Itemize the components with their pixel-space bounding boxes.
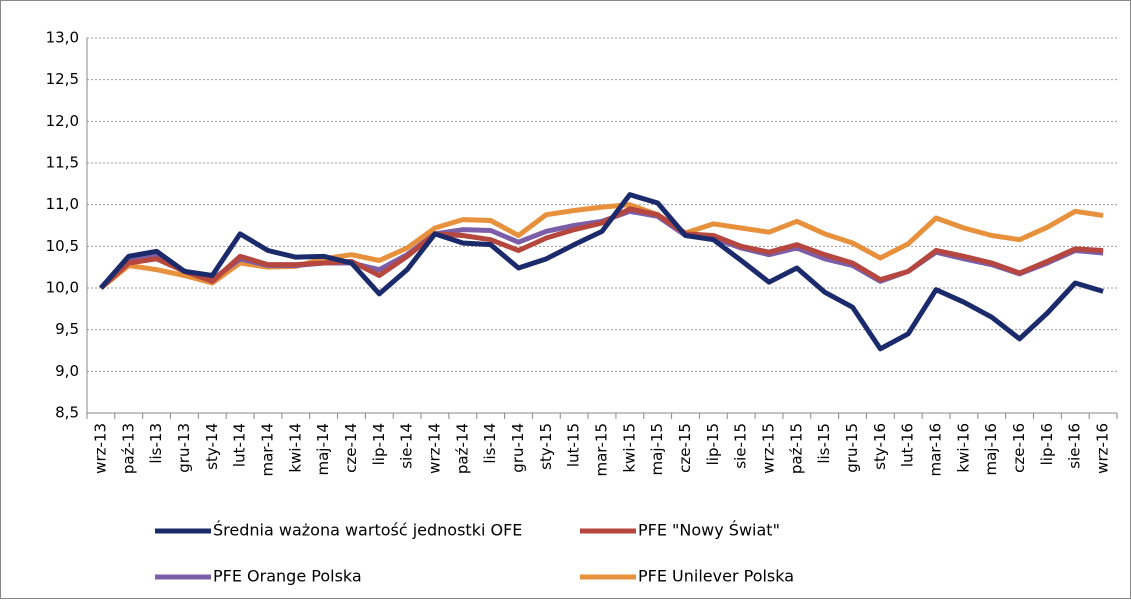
x-tick-label: cze-15 [676,423,694,473]
x-tick-label: wrz-15 [760,423,778,474]
x-tick-label: gru-13 [175,423,193,473]
x-tick-label: lut-16 [899,423,917,467]
x-tick-label: mar-16 [927,423,945,477]
y-tick-label: 11,5 [46,154,79,172]
x-tick-label: mar-15 [593,423,611,477]
x-tick-label: lis-14 [481,423,499,464]
series-line [99,192,1104,352]
y-tick-label: 12,5 [46,70,79,88]
x-tick-label: kwi-15 [620,423,638,473]
y-tick-label: 10,0 [46,279,79,297]
legend-label: PFE "Nowy Świat" [638,521,780,540]
x-tick-label: lut-15 [565,423,583,467]
x-tick-label: lip-16 [1038,423,1056,465]
x-tick-label: sty-14 [203,423,221,470]
x-tick-label: sie-15 [732,423,750,469]
x-tick-label: gru-15 [843,423,861,473]
x-tick-label: wrz-13 [91,423,109,474]
x-tick-label: sie-14 [398,423,416,469]
x-tick-label: lis-15 [815,423,833,464]
x-tick-label: gru-14 [509,423,527,473]
x-tick-label: mar-14 [258,423,276,477]
x-tick-label: sty-16 [871,423,889,470]
y-tick-label: 12,0 [46,112,79,130]
x-tick-label: maj-15 [648,423,666,475]
y-tick-label: 13,0 [46,29,79,47]
y-tick-label: 9,0 [55,362,79,380]
x-tick-label: cze-16 [1010,423,1028,473]
x-tick-label: lip-15 [704,423,722,465]
x-tick-label: wrz-14 [425,423,443,474]
legend-label: PFE Orange Polska [213,567,362,586]
y-tick-label: 10,5 [46,237,79,255]
x-tick-label: sty-15 [537,423,555,470]
y-tick-label: 11,0 [46,195,79,213]
legend-label: PFE Unilever Polska [638,567,794,586]
x-tick-label: wrz-16 [1094,423,1112,474]
x-tick-label: paź-13 [119,423,137,474]
x-tick-label: kwi-16 [954,423,972,473]
x-tick-label: lut-14 [231,423,249,467]
x-tick-label: cze-14 [342,423,360,473]
legend-label: Średnia ważona wartość jednostki OFE [213,521,522,540]
x-tick-label: kwi-14 [286,423,304,473]
x-tick-label: paź-15 [787,423,805,474]
x-tick-label: lis-13 [147,423,165,464]
legend: Średnia ważona wartość jednostki OFE PFE … [155,521,794,586]
x-tick-label: paź-14 [453,423,471,474]
y-tick-label: 9,5 [55,320,79,338]
x-tick-label: maj-16 [982,423,1000,475]
y-tick-label: 8,5 [55,404,79,422]
series-line [99,206,1104,290]
x-tick-label: maj-14 [314,423,332,475]
x-tick-label: sie-16 [1066,423,1084,469]
x-tick-label: lip-14 [370,423,388,465]
